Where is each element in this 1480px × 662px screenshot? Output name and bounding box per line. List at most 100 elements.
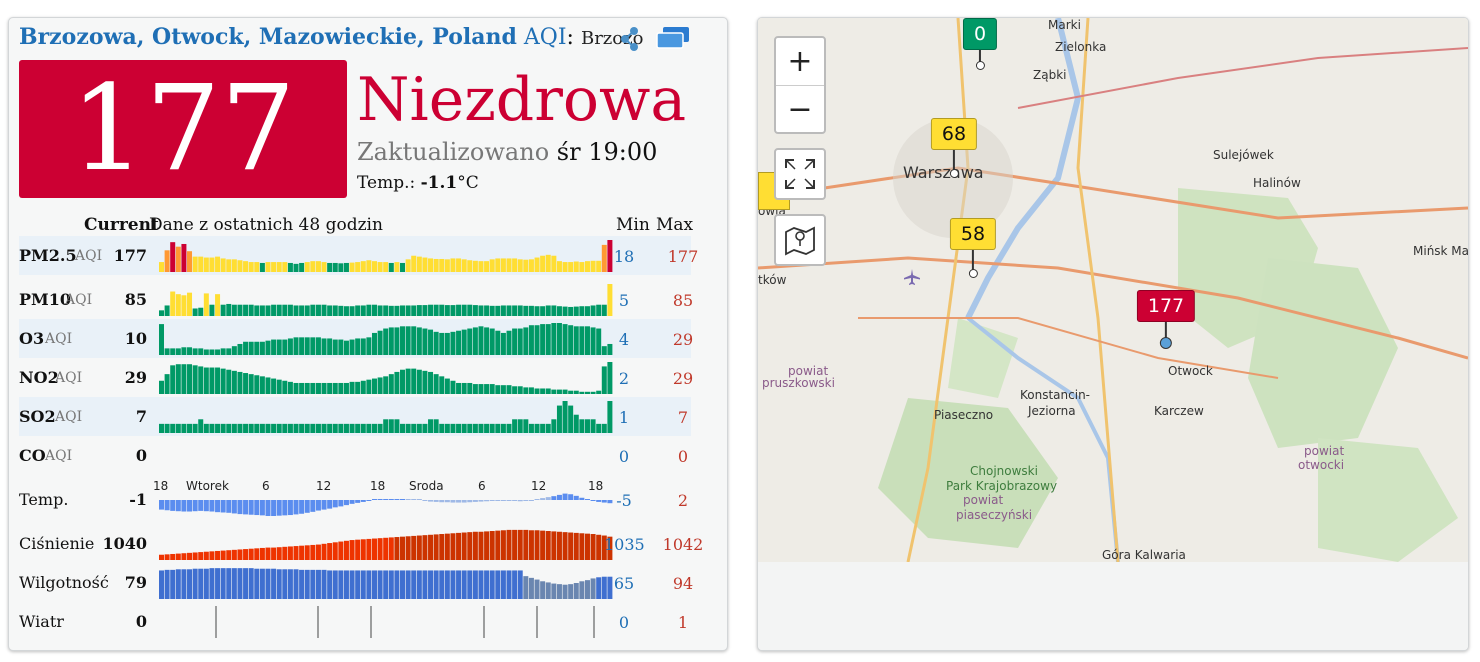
chart-bar — [579, 326, 585, 355]
station-marker-0[interactable]: 0 — [962, 18, 998, 70]
chart-bar — [220, 423, 226, 433]
chart-bar — [478, 305, 484, 316]
row-ciśnienie[interactable]: Ciśnienie 1040 1035 1042 — [19, 524, 703, 563]
chart-bar — [315, 382, 321, 394]
chart-bar — [428, 304, 434, 316]
row-current-value: 0 — [135, 446, 147, 465]
chart-bar — [596, 328, 602, 355]
zoom-out-button[interactable]: − — [776, 85, 824, 133]
chart-bar — [209, 349, 215, 355]
chart-bar — [579, 497, 585, 500]
chart-bar — [439, 332, 445, 355]
station-marker-177[interactable]: 177 — [1136, 290, 1196, 349]
chart-bar — [416, 570, 422, 599]
chart-bar — [187, 347, 193, 355]
chart-bar — [568, 325, 574, 355]
chart-bar — [400, 305, 406, 316]
chart-bar — [489, 259, 495, 272]
chart-bar — [231, 500, 237, 514]
chart-bar — [220, 348, 226, 355]
map-layers-button[interactable] — [774, 214, 826, 266]
row-max-value: 0 — [677, 447, 689, 466]
chart-bar — [394, 537, 400, 560]
chart-bar — [170, 569, 176, 599]
chart-bar — [181, 423, 187, 433]
station-marker-58[interactable]: 58 — [949, 218, 997, 278]
chart-bar — [248, 423, 254, 433]
chart-bar — [484, 500, 490, 502]
chart-bar — [181, 500, 187, 512]
chart-bar — [254, 341, 260, 355]
chart-bar — [170, 348, 176, 355]
chart-bar — [265, 500, 271, 516]
map-label-otwocki: otwocki — [1298, 458, 1345, 472]
chart-bar — [254, 262, 260, 272]
chart-bar — [562, 532, 568, 560]
chart-bar — [405, 423, 411, 433]
chart-bar — [265, 377, 271, 394]
chart-bar — [237, 371, 243, 394]
map-canvas[interactable]: Marki Zielonka Ząbki Sulejówek Halinów W… — [758, 18, 1468, 562]
map-label-karczew: Karczew — [1154, 404, 1204, 418]
chart-bar — [215, 349, 221, 355]
chart-bar — [422, 423, 428, 433]
location-link[interactable]: Brzozowa, Otwock, Mazowieckie, Poland — [19, 24, 517, 50]
row-no2[interactable]: NO2 AQI 29 2 29 — [19, 358, 693, 397]
row-current-value: 10 — [124, 329, 147, 348]
chart-bar — [231, 346, 237, 355]
chart-bar — [472, 531, 478, 560]
chart-bar — [467, 532, 473, 560]
chart-bar — [355, 262, 361, 272]
chart-bar — [332, 570, 338, 599]
chart-bar — [377, 499, 383, 500]
row-o3[interactable]: O3 AQI 10 4 29 — [19, 319, 693, 358]
chart-bar — [175, 500, 181, 512]
row-co[interactable]: CO AQI 0 0 0 — [19, 436, 691, 475]
row-wiatr[interactable]: Wiatr 0 0 1 — [19, 602, 691, 641]
chart-bar — [315, 337, 321, 355]
chart-bar — [299, 423, 305, 433]
chart-bar — [304, 382, 310, 394]
chart-bar — [584, 306, 590, 316]
chart-bar — [332, 423, 338, 433]
row-sparkline — [159, 493, 613, 516]
chart-bar — [327, 423, 333, 433]
chart-bar — [439, 534, 445, 560]
fullscreen-button[interactable] — [774, 148, 826, 200]
chart-bar — [304, 545, 310, 560]
zoom-in-button[interactable]: + — [787, 44, 813, 79]
chart-bar — [495, 385, 501, 394]
screenshots-icon[interactable] — [655, 26, 691, 50]
chart-bar — [360, 305, 366, 316]
chart-bar — [203, 257, 209, 272]
chart-bar — [299, 262, 305, 272]
axis-tick-label: 18 — [588, 479, 604, 493]
chart-bar — [175, 246, 181, 272]
chart-bar — [231, 568, 237, 599]
chart-bar — [215, 550, 221, 560]
row-wilgotność[interactable]: Wilgotność 79 65 94 — [19, 563, 693, 602]
row-min-value: 4 — [618, 330, 630, 349]
chart-bar — [450, 331, 456, 355]
chart-bar — [489, 500, 495, 501]
row-min-value: 1 — [618, 408, 630, 427]
chart-bar — [528, 259, 534, 272]
chart-bar — [601, 304, 607, 316]
row-pm10[interactable]: PM10 AQI 85 5 85 — [19, 280, 693, 319]
map-label-park: Park Krajobrazowy — [946, 479, 1058, 493]
share-icon[interactable] — [619, 26, 643, 52]
chart-bar — [416, 305, 422, 316]
row-temp[interactable]: Temp. -1 -5 2 — [19, 480, 691, 519]
chart-bar — [388, 327, 394, 355]
chart-bar — [321, 338, 327, 355]
chart-bar — [579, 306, 585, 316]
chart-bar — [310, 382, 316, 394]
chart-bar — [349, 423, 355, 433]
chart-bar — [276, 262, 282, 272]
chart-bar — [584, 261, 590, 272]
chart-bar — [400, 262, 406, 272]
row-so2[interactable]: SO2 AQI 7 1 7 — [19, 397, 691, 436]
row-pm25[interactable]: PM2.5 AQI 177 18 177 — [19, 236, 698, 275]
chart-bar — [500, 258, 506, 272]
station-marker-68[interactable]: 68 — [930, 118, 978, 178]
